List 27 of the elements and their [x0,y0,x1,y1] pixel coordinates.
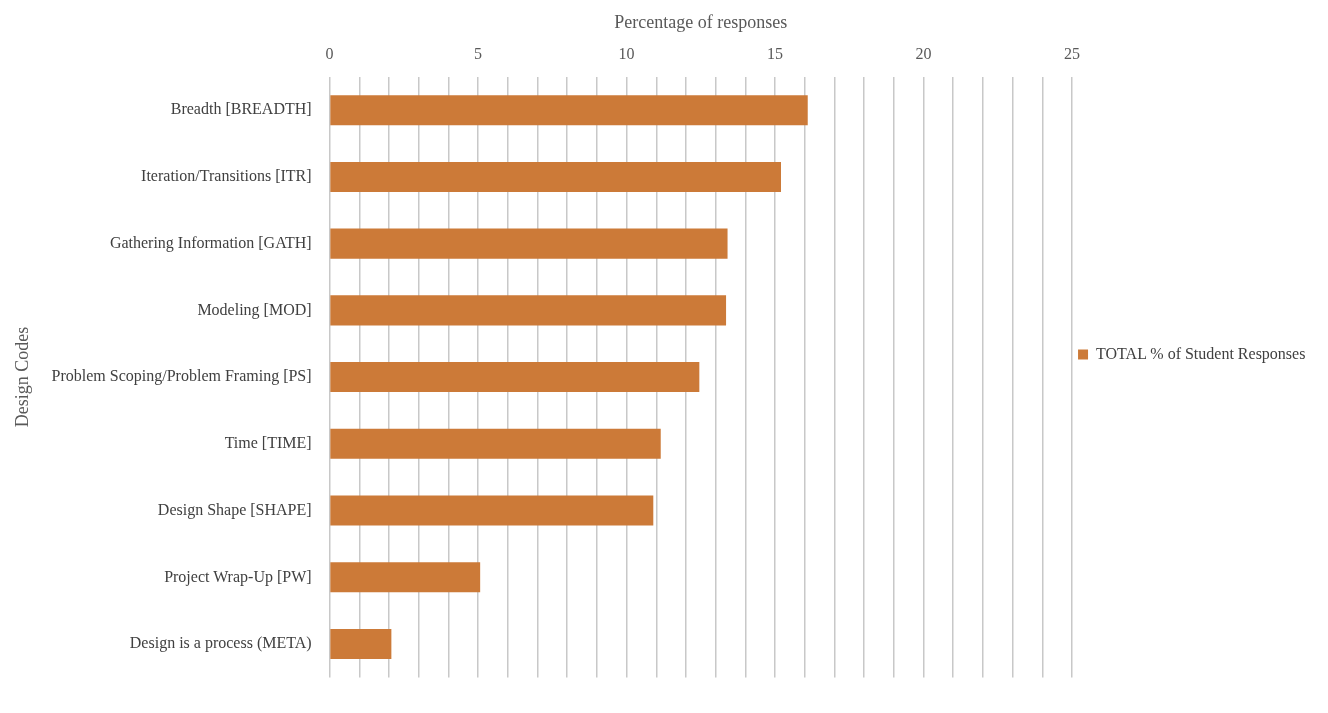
bar [330,362,700,393]
bar [330,228,728,259]
x-tick-label: 0 [325,45,334,63]
bar [330,95,808,126]
x-axis-title: Percentage of responses [614,11,788,32]
bar [330,428,661,459]
bar [330,562,481,593]
y-tick-label: Design Shape [SHAPE] [157,500,312,519]
y-tick-label: Gathering Information [GATH] [109,233,312,252]
y-tick-label: Modeling [MOD] [197,300,312,319]
x-tick-label: 10 [618,45,635,63]
y-tick-label: Design is a process (META) [129,634,312,653]
bar [330,495,654,526]
bar [330,295,727,326]
y-tick-label: Problem Scoping/Problem Framing [PS] [51,367,312,386]
y-tick-label: Project Wrap-Up [PW] [164,567,312,586]
x-tick-label: 25 [1064,45,1081,63]
x-tick-label: 5 [474,45,483,63]
y-tick-label: Time [TIME] [224,434,312,452]
y-tick-label: Breadth [BREADTH] [170,100,312,118]
x-tick-label: 20 [915,45,932,63]
bar [330,161,781,192]
bar [330,629,392,660]
y-tick-label: Iteration/Transitions [ITR] [141,167,312,185]
legend-label: TOTAL % of Student Responses [1096,344,1306,363]
x-tick-label: 15 [767,45,784,63]
y-axis-title: Design Codes [11,326,32,428]
